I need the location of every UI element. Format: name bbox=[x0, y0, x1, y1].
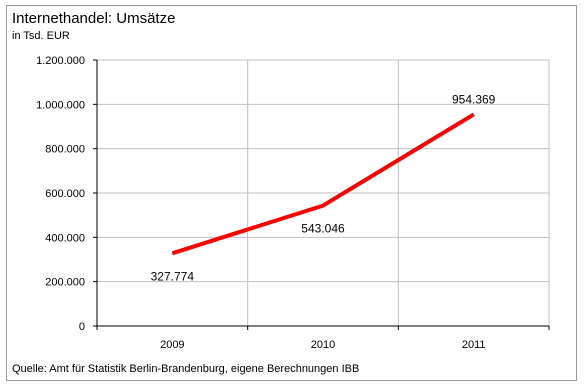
unit-label: in Tsd. EUR bbox=[12, 30, 70, 42]
y-tick-label: 1.200.000 bbox=[36, 55, 85, 67]
x-tick-label: 2009 bbox=[160, 339, 184, 351]
y-tick-label: 0 bbox=[79, 321, 85, 333]
x-tick-label: 2011 bbox=[462, 339, 486, 351]
data-label: 543.046 bbox=[301, 222, 345, 236]
y-tick-label: 800.000 bbox=[45, 144, 85, 156]
y-tick-label: 600.000 bbox=[45, 188, 85, 200]
y-tick-label: 200.000 bbox=[45, 277, 85, 289]
data-label: 327.774 bbox=[151, 269, 195, 283]
y-tick-label: 1.000.000 bbox=[36, 99, 85, 111]
source-note: Quelle: Amt für Statistik Berlin-Branden… bbox=[12, 363, 360, 375]
chart-title: Internethandel: Umsätze bbox=[12, 10, 176, 27]
x-tick-label: 2010 bbox=[311, 339, 335, 351]
data-label: 954.369 bbox=[452, 92, 496, 106]
y-tick-label: 400.000 bbox=[45, 232, 85, 244]
